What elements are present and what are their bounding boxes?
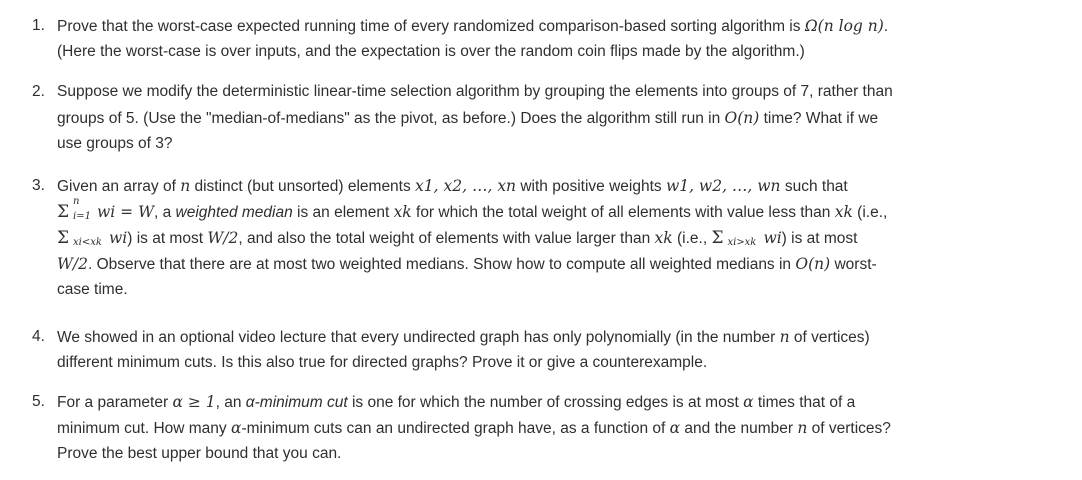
text-span: is an element (293, 204, 394, 221)
text-span: of vertices) (790, 329, 870, 346)
text-span: groups of 5. (Use the "median-of-medians… (57, 110, 725, 127)
text-line: (Here the worst-case is over inputs, and… (57, 39, 1069, 65)
text-span: time? What if we (759, 110, 878, 127)
problem-number: 5. (32, 389, 45, 415)
sum-lower-limit: xi<xk (73, 237, 102, 249)
text-span: . Observe that there are at most two wei… (88, 256, 795, 273)
math-expression: wi (763, 229, 781, 247)
text-line: W/2. Observe that there are at most two … (57, 251, 1069, 277)
math-expression: α (670, 419, 680, 437)
math-expression: x1, x2, …, xn (415, 177, 516, 195)
math-expression: α ≥ 1 (172, 393, 215, 411)
math-expression: xk (394, 203, 412, 221)
text-span: minimum cut. How many (57, 420, 231, 437)
emphasized-term: weighted median (176, 204, 293, 221)
math-expression: W/2 (207, 229, 238, 247)
text-span: such that (781, 178, 848, 195)
text-span: and the number (680, 420, 797, 437)
problem-number: 1. (32, 13, 45, 39)
text-span: (i.e., (853, 204, 887, 221)
math-expression: wi = W (97, 203, 154, 221)
text-line: minimum cut. How many α-minimum cuts can… (57, 415, 1069, 441)
sum-upper-limit: n (73, 196, 79, 208)
problem-number: 3. (32, 173, 45, 199)
math-expression: α (231, 419, 241, 437)
text-line: For a parameter α ≥ 1, an α-minimum cut … (57, 389, 1069, 415)
text-line: We showed in an optional video lecture t… (57, 324, 1069, 350)
sum-lower-limit: xi>xk (727, 237, 756, 249)
sum-lower-limit: i=1 (73, 211, 91, 223)
problem-text: For a parameter α ≥ 1, an α-minimum cut … (57, 389, 1069, 467)
text-span: . (884, 18, 888, 35)
math-expression: α (743, 393, 753, 411)
text-span: -minimum cuts can an undirected graph ha… (241, 420, 669, 437)
text-line: different minimum cuts. Is this also tru… (57, 350, 1069, 376)
problem-number: 4. (32, 324, 45, 350)
problem-number: 2. (32, 79, 45, 105)
text-span: , a (154, 204, 176, 221)
text-span: ) is at most (782, 230, 858, 247)
problem-text: Given an array of n distinct (but unsort… (57, 173, 1069, 303)
text-span: For a parameter (57, 394, 172, 411)
text-span: times that of a (754, 394, 856, 411)
math-expression: W/2 (57, 255, 88, 273)
text-line: Prove that the worst-case expected runni… (57, 13, 1069, 39)
text-span: , and also the total weight of elements … (238, 230, 654, 247)
text-span: worst- (830, 256, 877, 273)
problem-text: Prove that the worst-case expected runni… (57, 13, 1069, 65)
text-span: distinct (but unsorted) elements (190, 178, 415, 195)
math-expression: xk (835, 203, 853, 221)
text-span: is one for which the number of crossing … (348, 394, 743, 411)
math-expression: wi (109, 229, 127, 247)
text-span: of vertices? (807, 420, 891, 437)
text-line: use groups of 3? (57, 131, 1069, 157)
text-line: Suppose we modify the deterministic line… (57, 79, 1069, 105)
text-line: groups of 5. (Use the "median-of-medians… (57, 105, 1069, 131)
problem-text: We showed in an optional video lecture t… (57, 324, 1069, 376)
math-expression: n (780, 328, 790, 346)
text-line: Prove the best upper bound that you can. (57, 441, 1069, 467)
math-expression: Ω(n log n) (805, 17, 884, 35)
text-line: case time. (57, 277, 1069, 303)
text-span: (i.e., (673, 230, 712, 247)
problem-text: Suppose we modify the deterministic line… (57, 79, 1069, 157)
text-line: Given an array of n distinct (but unsort… (57, 173, 1069, 199)
emphasized-term: α-minimum cut (246, 394, 348, 411)
text-span: Prove that the worst-case expected runni… (57, 18, 805, 35)
math-expression: O(n) (795, 255, 830, 273)
math-expression: xk (655, 229, 673, 247)
math-expression: w1, w2, …, wn (666, 177, 781, 195)
text-span: with positive weights (516, 178, 666, 195)
text-span: , an (216, 394, 246, 411)
math-expression: n (797, 419, 807, 437)
math-expression: n (180, 177, 190, 195)
text-span: Given an array of (57, 178, 180, 195)
text-span: ) is at most (127, 230, 207, 247)
math-expression: O(n) (725, 109, 760, 127)
text-span: for which the total weight of all elemen… (412, 204, 835, 221)
text-span: We showed in an optional video lecture t… (57, 329, 780, 346)
